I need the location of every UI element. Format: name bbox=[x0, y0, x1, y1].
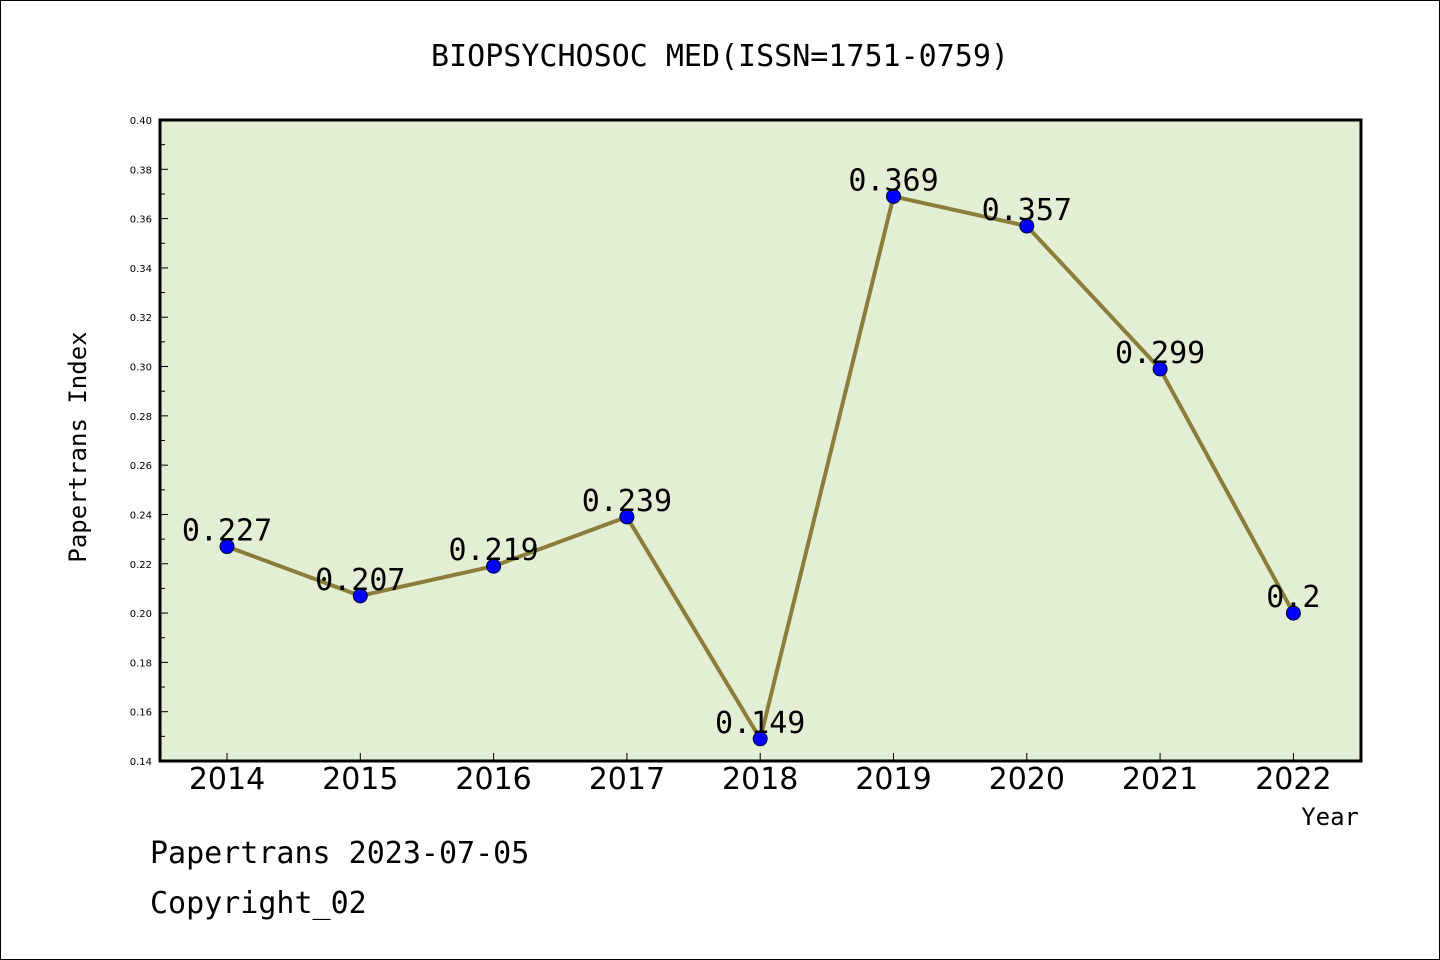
x-tick-label: 2014 bbox=[189, 762, 265, 797]
y-tick-label: 0.14 bbox=[130, 757, 152, 768]
x-tick-label: 2020 bbox=[989, 762, 1065, 797]
data-point-marker bbox=[486, 558, 502, 574]
data-label: 0.219 bbox=[448, 533, 538, 568]
x-tick-label: 2018 bbox=[722, 762, 798, 797]
plot-area bbox=[158, 118, 1363, 763]
footer-copyright-text: Copyright_02 bbox=[150, 886, 367, 921]
y-tick-label: 0.36 bbox=[130, 215, 152, 226]
y-tick-label: 0.26 bbox=[130, 461, 152, 472]
data-label: 0.357 bbox=[982, 193, 1072, 228]
x-tick-label: 2015 bbox=[322, 762, 398, 797]
y-tick-label: 0.32 bbox=[130, 313, 152, 324]
y-tick-label: 0.28 bbox=[130, 412, 152, 423]
data-point-marker bbox=[886, 188, 901, 204]
data-point-marker bbox=[1152, 361, 1168, 377]
x-tick-label: 2017 bbox=[589, 762, 665, 797]
footer-date-text: Papertrans 2023-07-05 bbox=[150, 836, 530, 871]
y-tick-label: 0.40 bbox=[130, 116, 152, 127]
x-axis: 2014 2015 2016 2017 2018 2019 2020 2021 2022 bbox=[189, 753, 1332, 797]
data-point-marker bbox=[219, 539, 235, 555]
data-point-marker bbox=[752, 731, 768, 747]
y-tick-label: 0.38 bbox=[130, 165, 152, 176]
data-label: 0.227 bbox=[182, 514, 272, 549]
y-tick-label: 0.30 bbox=[130, 363, 152, 374]
x-tick-label: 2021 bbox=[1122, 762, 1198, 797]
y-tick-label: 0.24 bbox=[130, 510, 152, 521]
data-label: 0.207 bbox=[315, 563, 405, 598]
y-axis: 0.14 0.16 0.18 0.20 0.22 0.24 0.26 0.28 0.30 0.32… bbox=[130, 116, 168, 768]
data-labels-group: 0.227 0.207 0.219 0.239 0.149 0.369 0.357 0.299… bbox=[182, 163, 1321, 740]
data-label: 0.149 bbox=[715, 706, 805, 741]
y-tick-label: 0.34 bbox=[130, 264, 152, 275]
y-tick-label: 0.18 bbox=[130, 658, 152, 669]
x-tick-label: 2022 bbox=[1255, 762, 1331, 797]
markers-group bbox=[219, 188, 1301, 747]
data-point-marker bbox=[352, 588, 368, 604]
x-axis-label: Year bbox=[1301, 803, 1359, 831]
y-tick-label: 0.16 bbox=[130, 708, 152, 719]
chart-title: BIOPSYCHOSOC MED(ISSN=1751-0759) bbox=[431, 39, 1009, 74]
data-point-marker bbox=[619, 509, 635, 525]
data-label: 0.299 bbox=[1115, 336, 1205, 371]
data-label: 0.369 bbox=[848, 163, 938, 198]
x-tick-label: 2019 bbox=[855, 762, 931, 797]
x-tick-label: 2016 bbox=[455, 762, 531, 797]
y-tick-label: 0.22 bbox=[130, 560, 152, 571]
data-label: 0.239 bbox=[582, 484, 672, 519]
data-point-marker bbox=[1285, 605, 1301, 621]
y-axis-label: Papertrans Index bbox=[64, 331, 92, 562]
data-label: 0.2 bbox=[1266, 580, 1320, 615]
data-point-marker bbox=[1019, 218, 1035, 234]
y-tick-label: 0.20 bbox=[130, 609, 152, 620]
